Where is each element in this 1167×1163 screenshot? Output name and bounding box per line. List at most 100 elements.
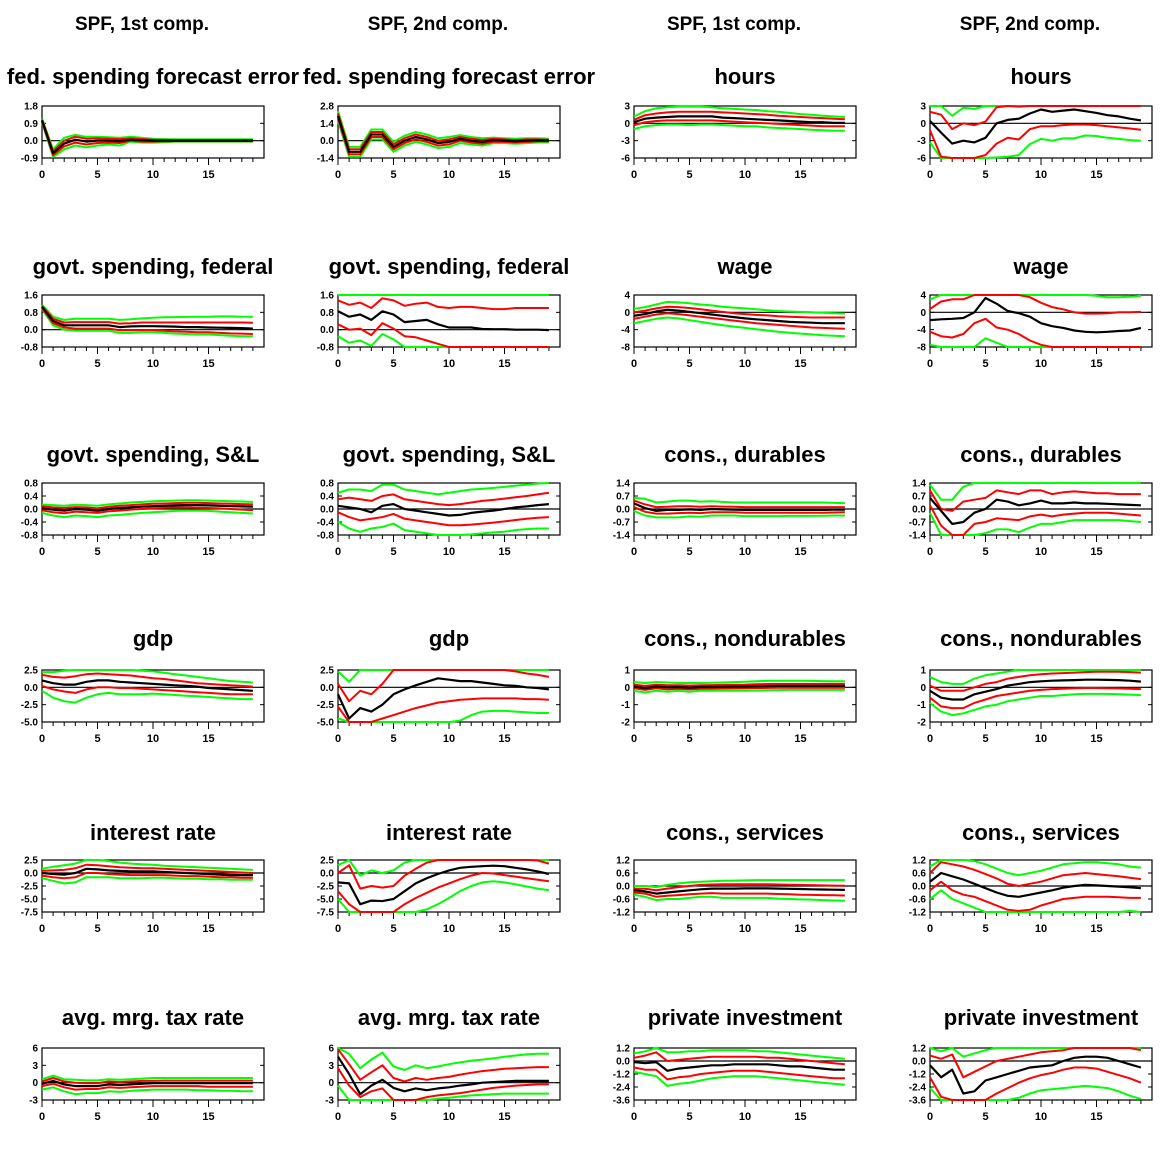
series-point [337, 677, 550, 720]
series-point [929, 678, 1141, 701]
series-lower68 [41, 1082, 253, 1091]
panel-title: interest rate [90, 820, 216, 845]
series-lower90 [41, 876, 253, 885]
y-tick-label: -1 [621, 700, 630, 711]
x-tick-label: 0 [927, 923, 933, 935]
x-tick-label: 15 [794, 923, 806, 935]
y-tick-label: 6 [328, 1044, 334, 1055]
series-upper90 [634, 879, 845, 889]
y-tick-label: 1.4 [912, 479, 926, 490]
panel-title: avg. mrg. tax rate [358, 1005, 540, 1030]
y-tick-label: -0.6 [909, 895, 927, 906]
x-tick-label: 0 [631, 358, 637, 370]
x-tick-label: 15 [202, 358, 214, 370]
series-point [633, 887, 845, 895]
x-tick-label: 10 [739, 923, 751, 935]
y-tick-label: -8 [621, 343, 630, 354]
y-tick-label: 0.0 [616, 1057, 630, 1068]
y-tick-label: -4 [621, 325, 630, 336]
x-tick-label: 5 [686, 1111, 692, 1123]
series-upper68 [337, 113, 549, 151]
series-upper68 [633, 305, 845, 319]
x-tick-label: 15 [202, 733, 214, 745]
y-tick-label: 3 [920, 102, 926, 113]
series-point [633, 502, 845, 512]
y-tick-label: 1.2 [616, 856, 630, 867]
panel-5: govt. spending, federal 1.6 0.8 0.0 -0.80 5 10… [21, 254, 274, 370]
y-tick-label: 0.0 [320, 505, 334, 516]
series-upper68 [929, 670, 1141, 692]
y-tick-label: -4 [917, 325, 926, 336]
x-tick-label: 10 [1035, 546, 1047, 558]
series-upper68 [337, 1048, 549, 1083]
y-tick-label: -0.7 [909, 518, 927, 529]
y-tick-label: -0.7 [613, 518, 631, 529]
series-lower90 [929, 692, 1141, 717]
panel-title: cons., durables [664, 442, 825, 467]
y-tick-label: 0.6 [616, 869, 630, 880]
series-point [337, 1056, 549, 1096]
y-tick-label: -1.4 [317, 154, 335, 165]
x-tick-label: 10 [1035, 358, 1047, 370]
y-tick-label: 0 [328, 1078, 334, 1089]
panel-title: private investment [944, 1005, 1139, 1030]
x-tick-label: 5 [94, 546, 100, 558]
series-point [633, 308, 845, 325]
plot-frame [41, 294, 265, 348]
x-tick-label: 10 [443, 546, 455, 558]
x-tick-label: 15 [498, 546, 510, 558]
series-upper90 [41, 118, 253, 151]
panel-12: cons., durables 1.4 0.7 0.0 -0.7 -1.40 5 10 15 [909, 442, 1153, 558]
series-lower68 [337, 697, 549, 723]
panel-23: private investment 1.2 0.0 -1.2 -2.4 -3.60 5 10… [613, 1005, 857, 1123]
series-point [337, 503, 549, 517]
panel-24: private investment 1.2 0.0 -1.2 -2.4 -3.60 5 10… [909, 1005, 1153, 1123]
series-upper68 [41, 672, 253, 688]
x-tick-label: 15 [202, 169, 214, 181]
panel-title: avg. mrg. tax rate [62, 1005, 244, 1030]
series-lower68 [929, 880, 1141, 912]
series-upper68 [41, 863, 253, 874]
series-point [633, 684, 845, 690]
x-tick-label: 5 [686, 358, 692, 370]
x-tick-label: 15 [794, 733, 806, 745]
series-lower90 [633, 1070, 845, 1087]
series-point [633, 115, 845, 124]
series-point [929, 1055, 1142, 1095]
series-upper90 [633, 496, 845, 505]
column-header-2: SPF, 2nd comp. [368, 14, 508, 35]
y-tick-label: 1.8 [24, 102, 38, 113]
panel-6: govt. spending, federal 1.6 0.8 0.0 -0.80 5 10… [317, 254, 570, 370]
panel-title: cons., nondurables [940, 626, 1142, 651]
y-tick-label: -6 [917, 154, 926, 165]
y-tick-label: 1.2 [616, 1044, 630, 1055]
series-upper68 [337, 491, 550, 507]
series-lower68 [929, 687, 1141, 710]
series-point [41, 1079, 253, 1088]
x-tick-label: 0 [335, 546, 341, 558]
series-upper90 [929, 482, 1141, 501]
y-tick-label: 6 [32, 1044, 38, 1055]
x-tick-label: 15 [1090, 1111, 1102, 1123]
series-lower68 [633, 312, 845, 330]
y-tick-label: 0.7 [912, 492, 926, 503]
x-tick-label: 10 [147, 546, 159, 558]
y-tick-label: 2.8 [320, 102, 334, 113]
y-tick-label: 0.6 [912, 869, 926, 880]
series-upper90 [41, 304, 253, 321]
series-point [929, 108, 1142, 145]
x-tick-label: 0 [927, 1111, 933, 1123]
y-tick-label: -5.0 [21, 895, 39, 906]
series-upper90 [42, 669, 253, 684]
panel-title: govt. spending, federal [329, 254, 570, 279]
y-tick-label: -3 [917, 136, 926, 147]
series-point [41, 504, 253, 512]
series-lower68 [41, 506, 253, 515]
x-tick-label: 10 [1035, 1111, 1047, 1123]
series-upper68 [337, 297, 549, 311]
